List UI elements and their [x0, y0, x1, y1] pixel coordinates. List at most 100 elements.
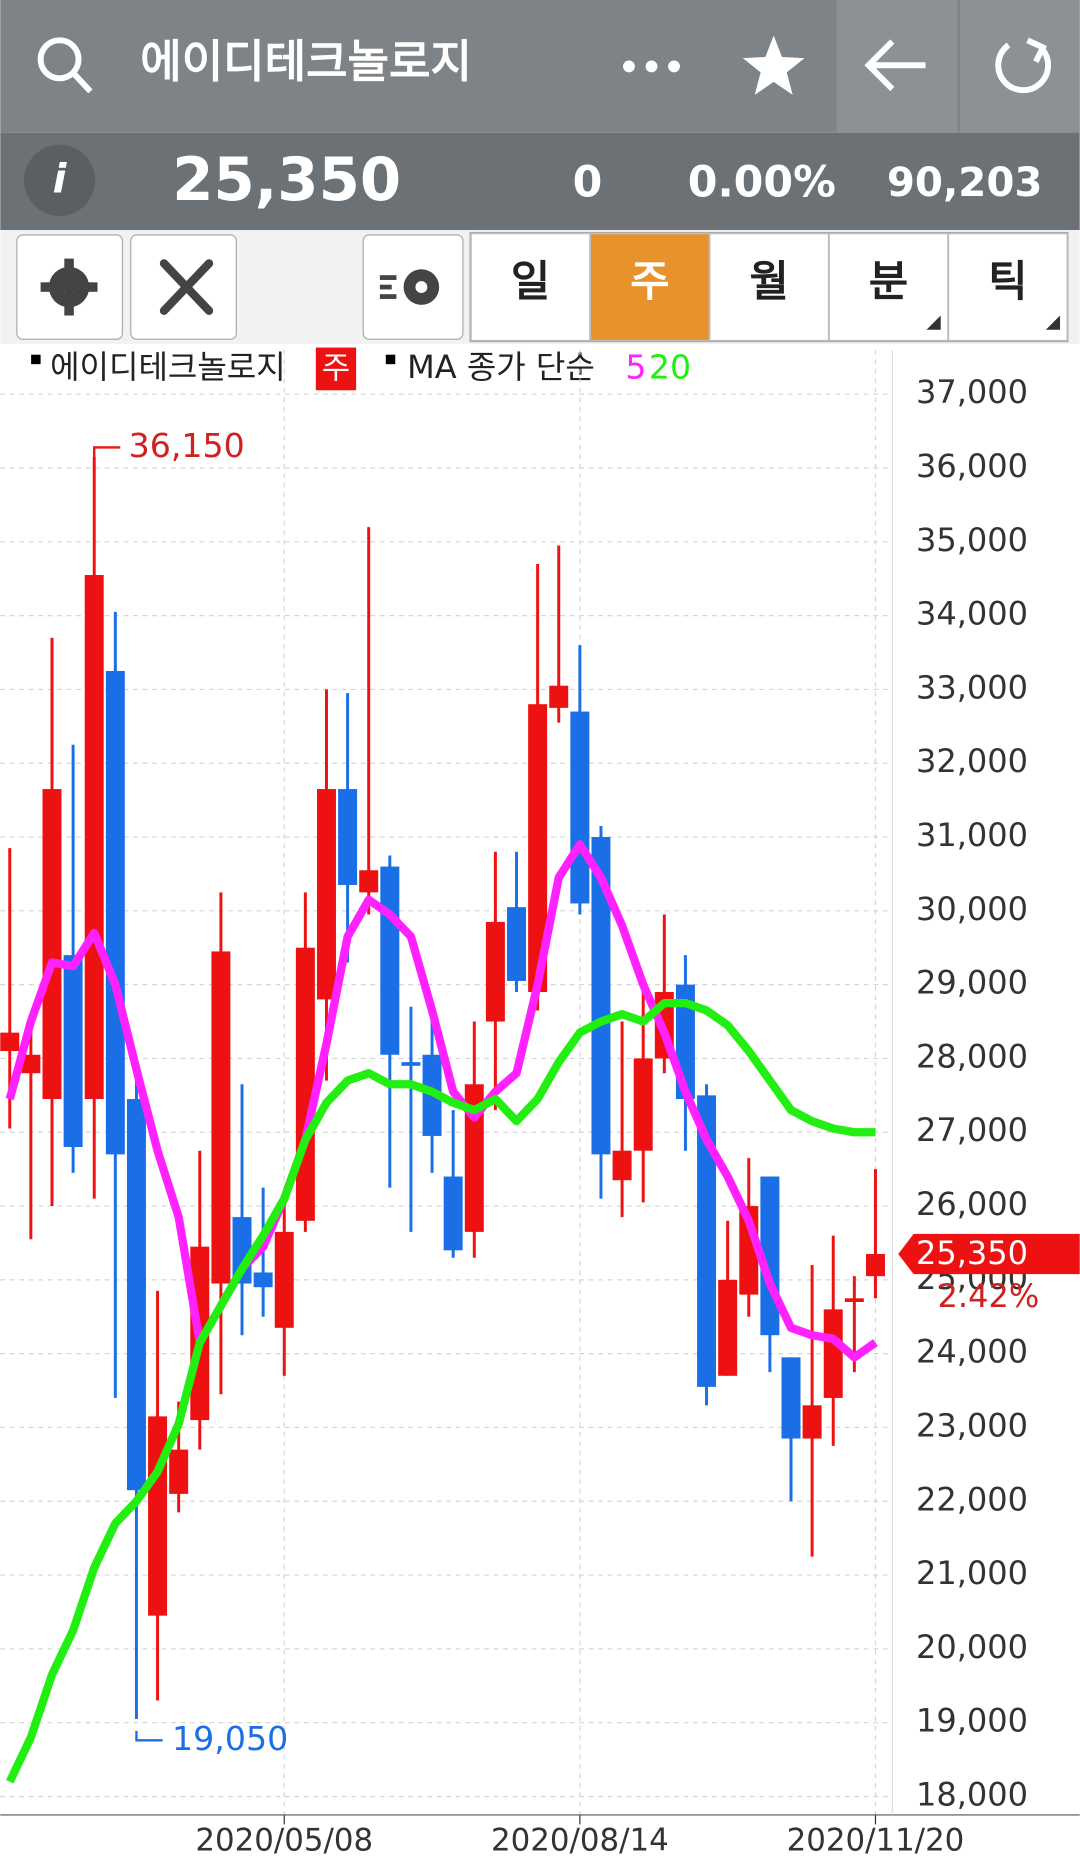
candle-body [274, 1231, 294, 1328]
ma-label: MA 종가 단순 [407, 348, 595, 386]
y-tick-label: 26,000 [916, 1185, 1028, 1223]
y-tick-label: 27,000 [916, 1111, 1028, 1149]
period-tab-label: 분 [869, 257, 908, 307]
candle-body [591, 837, 611, 1155]
candle-body [0, 1032, 20, 1052]
y-tick-label: 18,000 [916, 1775, 1028, 1813]
y-tick-label: 36,000 [916, 447, 1028, 485]
y-tick-label: 20,000 [916, 1628, 1028, 1666]
max-label: 36,150 [129, 426, 245, 465]
period-tab[interactable] [589, 233, 710, 342]
price-bar [0, 132, 1080, 231]
candle-body [21, 1054, 41, 1074]
legend-marker [385, 354, 396, 365]
min-label: 19,050 [172, 1719, 288, 1758]
dropdown-mark [1045, 315, 1061, 330]
y-tick-label: 21,000 [916, 1554, 1028, 1592]
favorite-icon[interactable] [742, 35, 805, 95]
tools-icon [159, 259, 214, 315]
stock-title: 에이디테크놀로지 [140, 35, 472, 88]
candle-body [42, 789, 62, 1100]
candle-body [443, 1176, 463, 1251]
candle-body [380, 866, 400, 1055]
candle-body [802, 1405, 822, 1439]
period-tab[interactable] [470, 233, 591, 342]
period-tab-label: 틱 [988, 257, 1027, 307]
refresh-icon [995, 37, 1052, 94]
candle-body [823, 1309, 843, 1398]
x-tick-label: 2020/08/14 [491, 1823, 669, 1859]
period-label: 주 [322, 351, 350, 387]
candle-body [485, 921, 505, 1022]
y-tick-label: 33,000 [916, 668, 1028, 706]
x-tick-label: 2020/05/08 [195, 1823, 373, 1859]
legend-entry: 5 [625, 347, 646, 386]
y-tick-label: 31,000 [916, 816, 1028, 854]
period-tab-label: 일 [511, 257, 550, 307]
period-tab[interactable] [828, 233, 949, 342]
candle-body [781, 1357, 801, 1439]
y-tick-label: 32,000 [916, 742, 1028, 780]
candle-body [401, 1062, 421, 1066]
refresh-button[interactable] [959, 0, 1080, 133]
candle-body [612, 1150, 632, 1181]
candle-body [528, 704, 548, 993]
y-tick-label: 35,000 [916, 521, 1028, 559]
last-price-label: 25,350 [916, 1234, 1028, 1272]
candle-body [316, 789, 336, 1000]
candle-body [126, 1099, 146, 1491]
period-tab[interactable] [947, 233, 1068, 342]
candle-body [105, 670, 125, 1155]
candle-body [718, 1279, 738, 1376]
legend-title: 에이디테크놀로지 [50, 348, 286, 386]
change-percent: 0.00% [688, 158, 836, 208]
settings-icon [40, 258, 98, 316]
y-tick-label: 23,000 [916, 1406, 1028, 1444]
last-price-tag [898, 1233, 1080, 1275]
legend-marker [31, 354, 41, 365]
search-icon[interactable] [37, 37, 93, 94]
candle-body [464, 1084, 484, 1232]
y-tick-label: 24,000 [916, 1333, 1028, 1371]
candle-body [253, 1272, 273, 1288]
min-pointer [135, 1730, 163, 1742]
candle-body [549, 685, 569, 708]
current-price: 25,350 [172, 145, 401, 214]
x-tick-label: 2020/11/20 [787, 1823, 965, 1859]
candle-body [148, 1416, 168, 1616]
ma-line [6, 998, 876, 1784]
info-icon: i [53, 155, 68, 202]
y-tick-label: 29,000 [916, 964, 1028, 1002]
candle-body [697, 1095, 717, 1387]
candle-body [844, 1298, 864, 1302]
last-change-label: 2.42% [938, 1277, 1040, 1315]
candle-body [338, 789, 358, 886]
candle-body [633, 1058, 653, 1151]
legend-entry: 20 [649, 347, 691, 386]
period-tab-label: 주 [630, 257, 669, 307]
candle-body [865, 1254, 885, 1277]
candle-body [295, 947, 315, 1221]
volume: 90,203 [887, 159, 1043, 206]
y-tick-label: 19,000 [916, 1702, 1028, 1740]
y-tick-label: 34,000 [916, 595, 1028, 633]
candle-body [507, 907, 527, 981]
period-badge [315, 347, 357, 391]
info-button[interactable] [23, 144, 96, 216]
back-icon [864, 39, 926, 92]
candle-body [211, 951, 231, 1284]
price-change: 0 [573, 158, 603, 208]
candle-body [570, 711, 590, 904]
y-tick-label: 30,000 [916, 890, 1028, 928]
candle-body [63, 955, 83, 1148]
more-icon[interactable] [623, 60, 680, 73]
max-pointer [93, 446, 121, 457]
period-tab[interactable] [709, 233, 830, 342]
period-tab-label: 월 [750, 257, 789, 307]
indicator-icon [379, 269, 440, 305]
candle-body [169, 1449, 189, 1494]
candle-body [84, 575, 104, 1100]
y-tick-label: 22,000 [916, 1480, 1028, 1518]
y-tick-label: 37,000 [916, 373, 1028, 411]
